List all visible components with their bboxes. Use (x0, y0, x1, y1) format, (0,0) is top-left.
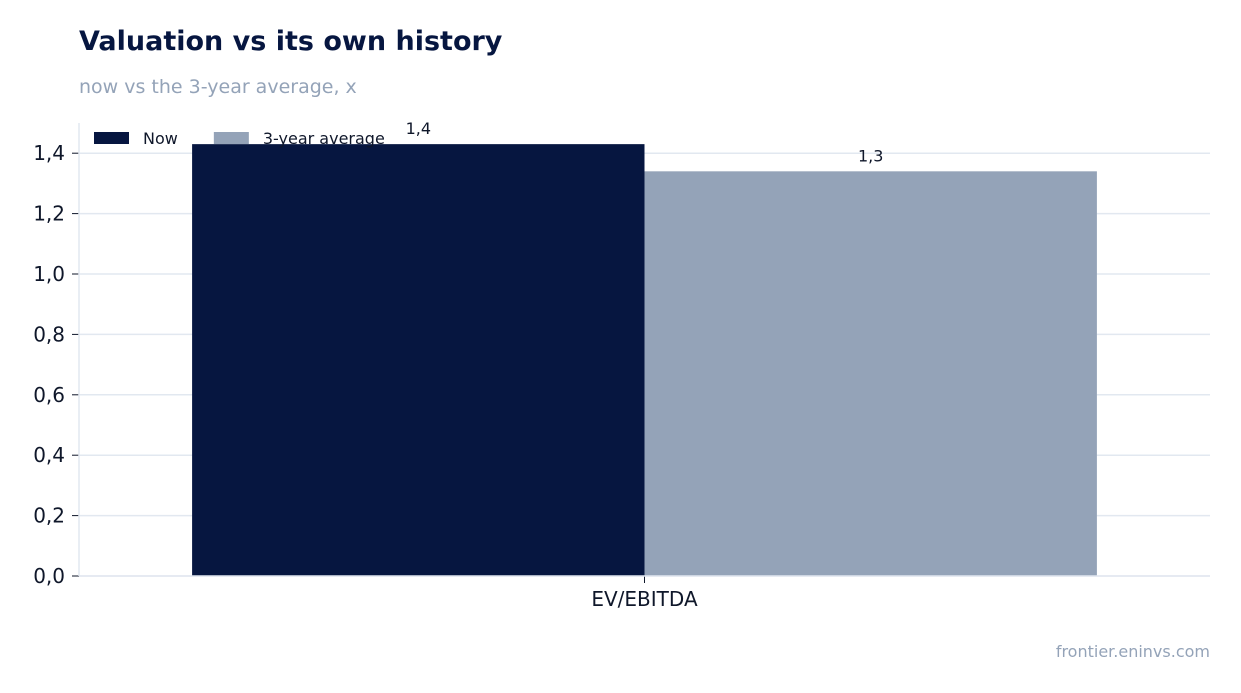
legend-swatch (213, 132, 249, 144)
legend-label: 3-year average (263, 129, 385, 148)
y-tick-label: 0,4 (33, 443, 65, 467)
y-tick-label: 1,4 (33, 141, 65, 165)
legend: Now 3-year average (94, 129, 385, 148)
data-labels: 1,4 1,3 (406, 119, 884, 165)
bar-value-label: 1,4 (406, 119, 431, 138)
y-tick-label: 0,8 (33, 322, 65, 346)
bar (192, 144, 645, 576)
source-credit: frontier.eninvs.com (1055, 642, 1210, 661)
bar (644, 171, 1097, 576)
legend-swatch (94, 132, 129, 144)
axes: 0,0 0,2 0,4 0,6 0,8 1,0 1,2 1,4 EV/EBITDA (33, 123, 1210, 611)
x-category-label: EV/EBITDA (591, 587, 698, 611)
y-tick-label: 1,0 (33, 262, 65, 286)
y-tick-label: 0,6 (33, 383, 65, 407)
y-tick-label: 1,2 (33, 202, 65, 226)
y-tick-label: 0,2 (33, 504, 65, 528)
chart-subtitle: now vs the 3-year average, x (79, 76, 357, 98)
bar-value-label: 1,3 (858, 146, 883, 165)
legend-label: Now (143, 129, 178, 148)
y-tick-label: 0,0 (33, 564, 65, 588)
bars (192, 144, 1097, 576)
chart-title: Valuation vs its own history (79, 26, 503, 57)
